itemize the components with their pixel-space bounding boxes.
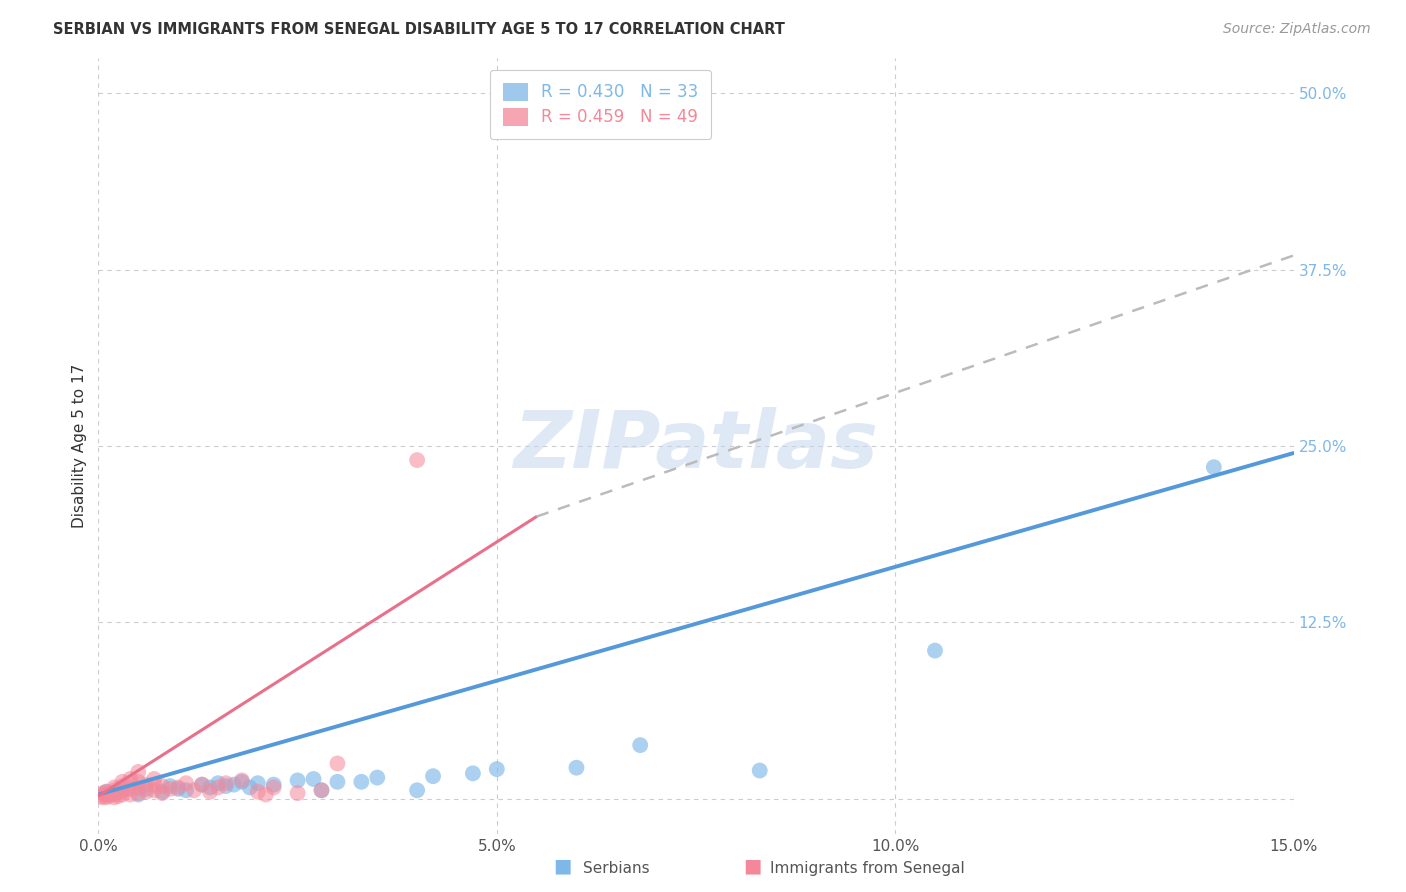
Point (167, 781, 190, 796)
Point (461, 766, 484, 780)
Point (159, 781, 181, 796)
Point (198, 780, 221, 795)
Point (191, 778, 214, 792)
Point (1202, 460, 1225, 475)
Point (111, 788, 134, 802)
Y-axis label: Disability Age 5 to 17: Disability Age 5 to 17 (72, 364, 87, 528)
Point (215, 779, 238, 793)
Point (239, 780, 262, 795)
Point (191, 778, 214, 792)
Point (120, 776, 142, 790)
Text: SERBIAN VS IMMIGRANTS FROM SENEGAL DISABILITY AGE 5 TO 17 CORRELATION CHART: SERBIAN VS IMMIGRANTS FROM SENEGAL DISAB… (53, 22, 786, 37)
Point (565, 761, 588, 775)
Point (97, 789, 120, 803)
Point (311, 783, 333, 797)
Point (107, 789, 129, 803)
Text: ZIPatlas: ZIPatlas (513, 407, 879, 485)
Point (127, 788, 149, 802)
Point (143, 783, 166, 797)
Point (406, 783, 429, 797)
Point (183, 783, 205, 797)
Point (98, 786, 122, 800)
Text: ■: ■ (742, 857, 762, 876)
Point (366, 771, 388, 785)
Point (263, 778, 285, 792)
Point (94, 788, 117, 802)
Point (127, 764, 149, 779)
Point (111, 785, 134, 799)
Point (159, 779, 181, 793)
Point (91, 786, 114, 800)
Point (103, 788, 125, 802)
Point (748, 764, 770, 778)
Legend: R = 0.430   N = 33, R = 0.459   N = 49: R = 0.430 N = 33, R = 0.459 N = 49 (489, 70, 711, 139)
Point (326, 774, 349, 789)
Point (174, 783, 197, 797)
Point (485, 762, 508, 776)
Point (120, 781, 142, 796)
Point (302, 772, 325, 786)
Point (111, 783, 134, 797)
Point (103, 780, 125, 795)
Point (143, 772, 166, 786)
Point (422, 769, 444, 783)
Point (406, 453, 429, 467)
Point (167, 780, 190, 795)
Point (207, 776, 229, 790)
Point (150, 786, 173, 800)
Point (254, 788, 277, 802)
Point (103, 786, 125, 800)
Point (246, 776, 269, 790)
Point (150, 779, 173, 793)
Text: Serbians: Serbians (583, 861, 650, 876)
Point (174, 776, 197, 790)
Point (135, 781, 157, 796)
Point (127, 780, 149, 795)
Point (120, 772, 142, 786)
Point (96, 790, 118, 805)
Point (222, 778, 245, 792)
Point (150, 785, 173, 799)
Point (135, 778, 157, 792)
Point (135, 785, 157, 799)
Point (287, 786, 309, 800)
Point (924, 643, 946, 657)
Point (350, 774, 373, 789)
Point (263, 780, 285, 795)
Point (231, 774, 253, 789)
Point (231, 773, 253, 788)
Point (311, 783, 333, 797)
Point (127, 774, 149, 789)
Point (215, 776, 238, 790)
Point (207, 780, 229, 795)
Point (103, 783, 125, 797)
Point (96, 788, 118, 802)
Point (103, 790, 125, 805)
Point (246, 785, 269, 799)
Point (143, 778, 166, 792)
Point (111, 774, 134, 789)
Point (96, 785, 118, 799)
Point (90, 789, 112, 803)
Point (198, 785, 221, 799)
Point (127, 786, 149, 800)
Point (628, 738, 651, 752)
Point (120, 788, 142, 802)
Point (326, 756, 349, 771)
Point (287, 773, 309, 788)
Point (91, 790, 114, 805)
Point (96, 785, 118, 799)
Text: Source: ZipAtlas.com: Source: ZipAtlas.com (1223, 22, 1371, 37)
Text: Immigrants from Senegal: Immigrants from Senegal (770, 861, 966, 876)
Text: ■: ■ (553, 857, 572, 876)
Point (111, 779, 134, 793)
